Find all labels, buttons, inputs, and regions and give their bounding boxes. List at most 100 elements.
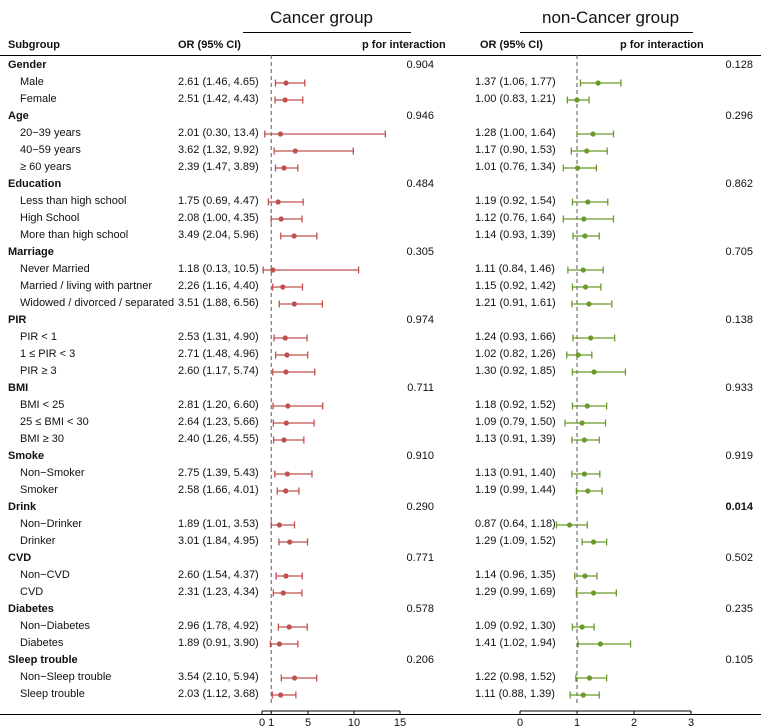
- cancer-or-ci: 3.01 (1.84, 4.95): [178, 535, 259, 547]
- cancer-or-point: [281, 165, 287, 171]
- non-cancer-p-interaction: 0.919: [725, 450, 753, 462]
- cancer-p-interaction: 0.711: [407, 382, 434, 394]
- subgroup-label: 25 ≤ BMI < 30: [20, 416, 89, 428]
- subgroup-label: 1 ≤ PIR < 3: [20, 348, 76, 360]
- non-cancer-p-interaction: 0.105: [725, 654, 753, 666]
- cancer-or-point: [282, 335, 288, 341]
- non-cancer-x-tick-label: 2: [631, 717, 637, 727]
- cancer-x-tick-label: 1: [268, 717, 274, 727]
- non-cancer-or-ci: 1.13 (0.91, 1.40): [475, 467, 556, 479]
- non-cancer-group-title: non-Cancer group: [542, 8, 680, 27]
- subgroup-label: BMI ≥ 30: [20, 433, 64, 445]
- cancer-or-point: [276, 641, 282, 647]
- non-cancer-or-ci: 1.09 (0.92, 1.30): [475, 620, 556, 632]
- non-cancer-or-point: [582, 573, 588, 579]
- cancer-or-point: [284, 471, 290, 477]
- cancer-or-point: [286, 624, 292, 630]
- cancer-x-tick-label: 5: [305, 717, 311, 727]
- subgroup-label: Less than high school: [20, 195, 127, 207]
- cancer-or-ci: 2.64 (1.23, 5.66): [178, 416, 259, 428]
- group-label: CVD: [8, 552, 32, 564]
- non-cancer-p-interaction: 0.014: [725, 501, 753, 513]
- non-cancer-p-interaction: 0.705: [725, 246, 753, 258]
- non-cancer-or-point: [566, 522, 573, 528]
- non-cancer-or-point: [580, 692, 586, 698]
- non-cancer-p-interaction: 0.933: [725, 382, 753, 394]
- cancer-or-ci: 2.96 (1.78, 4.92): [178, 620, 259, 632]
- cancer-or-ci: 2.51 (1.42, 4.43): [178, 93, 259, 105]
- cancer-or-ci: 2.40 (1.26, 4.55): [178, 433, 259, 445]
- cancer-or-point: [280, 590, 286, 596]
- cancer-or-point: [283, 420, 289, 426]
- non-cancer-or-point: [579, 624, 585, 630]
- non-cancer-or-ci: 1.21 (0.91, 1.61): [475, 297, 556, 309]
- non-cancer-or-point: [595, 80, 601, 86]
- cancer-or-point: [287, 539, 293, 545]
- cancer-or-point: [278, 692, 284, 698]
- cancer-or-ci: 2.75 (1.39, 5.43): [178, 467, 259, 479]
- group-label: BMI: [8, 382, 29, 394]
- non-cancer-p-interaction: 0.502: [725, 552, 753, 564]
- group-label: Drink: [8, 501, 37, 513]
- non-cancer-or-ci: 1.14 (0.96, 1.35): [475, 569, 556, 581]
- non-cancer-or-point: [597, 641, 603, 647]
- group-label: PIR: [8, 314, 27, 326]
- cancer-or-point: [283, 573, 289, 579]
- cancer-or-ci: 2.03 (1.12, 3.68): [178, 688, 259, 700]
- cancer-or-ci: 2.60 (1.54, 4.37): [178, 569, 259, 581]
- cancer-p-interaction: 0.904: [406, 59, 434, 71]
- subgroup-label: Never Married: [20, 263, 90, 275]
- cancer-or-ci: 2.31 (1.23, 4.34): [178, 586, 259, 598]
- non-cancer-or-point: [579, 420, 585, 426]
- non-cancer-or-point: [584, 148, 590, 154]
- non-cancer-or-ci: 1.30 (0.92, 1.85): [475, 365, 556, 377]
- cancer-or-ci: 1.89 (0.91, 3.90): [178, 637, 259, 649]
- non-cancer-or-point: [591, 369, 597, 375]
- cancer-group-title: Cancer group: [270, 8, 374, 27]
- non-cancer-or-point: [582, 233, 588, 239]
- cancer-or-ci: 1.89 (1.01, 3.53): [178, 518, 259, 530]
- non-cancer-or-point: [581, 437, 588, 443]
- cancer-p-interaction: 0.910: [406, 450, 434, 462]
- cancer-or-ci: 3.62 (1.32, 9.92): [178, 144, 259, 156]
- cancer-or-ci: 3.49 (2.04, 5.96): [178, 229, 259, 241]
- non-cancer-or-point: [581, 471, 588, 477]
- non-cancer-or-ci: 1.29 (0.99, 1.69): [475, 586, 556, 598]
- non-cancer-or-ci: 1.22 (0.98, 1.52): [475, 671, 556, 683]
- bottom-rule: [0, 714, 761, 715]
- subgroup-label: Drinker: [20, 535, 56, 547]
- subgroup-label: Non−Drinker: [20, 518, 83, 530]
- cancer-or-point: [281, 437, 287, 443]
- group-label: Smoke: [8, 450, 45, 462]
- subgroup-label: Widowed / divorced / separated: [20, 297, 175, 309]
- subgroup-label: Diabetes: [20, 637, 64, 649]
- non-cancer-or-ci: 1.19 (0.99, 1.44): [475, 484, 556, 496]
- subgroup-label: PIR ≥ 3: [20, 365, 57, 377]
- cancer-p-interaction: 0.206: [406, 654, 434, 666]
- group-label: Gender: [8, 59, 47, 71]
- subgroup-label: Non−Diabetes: [20, 620, 91, 632]
- group-label: Age: [8, 110, 29, 122]
- cancer-or-ci: 2.58 (1.66, 4.01): [178, 484, 259, 496]
- cancer-or-header: OR (95% CI): [178, 39, 241, 51]
- group-label: Diabetes: [8, 603, 54, 615]
- cancer-x-tick-label: 10: [348, 717, 360, 727]
- non-cancer-or-ci: 1.02 (0.82, 1.26): [475, 348, 556, 360]
- subgroup-label: BMI < 25: [20, 399, 65, 411]
- cancer-or-ci: 1.18 (0.13, 10.5): [178, 263, 259, 275]
- cancer-or-point: [284, 352, 290, 358]
- non-cancer-or-point: [582, 284, 589, 290]
- cancer-p-interaction: 0.974: [406, 314, 434, 326]
- cancer-or-point: [278, 216, 284, 222]
- non-cancer-or-ci: 1.11 (0.84, 1.46): [475, 263, 555, 275]
- non-cancer-or-point: [590, 539, 597, 545]
- cancer-x-tick-label: 0: [259, 717, 265, 727]
- subgroup-label: 20−39 years: [20, 127, 81, 139]
- group-label: Marriage: [8, 246, 54, 258]
- subgroup-label: Smoker: [20, 484, 58, 496]
- non-cancer-or-point: [575, 352, 581, 358]
- non-cancer-or-ci: 1.12 (0.76, 1.64): [475, 212, 556, 224]
- cancer-or-point: [275, 199, 281, 205]
- cancer-or-point: [276, 522, 282, 528]
- non-cancer-or-ci: 1.11 (0.88, 1.39): [475, 688, 555, 700]
